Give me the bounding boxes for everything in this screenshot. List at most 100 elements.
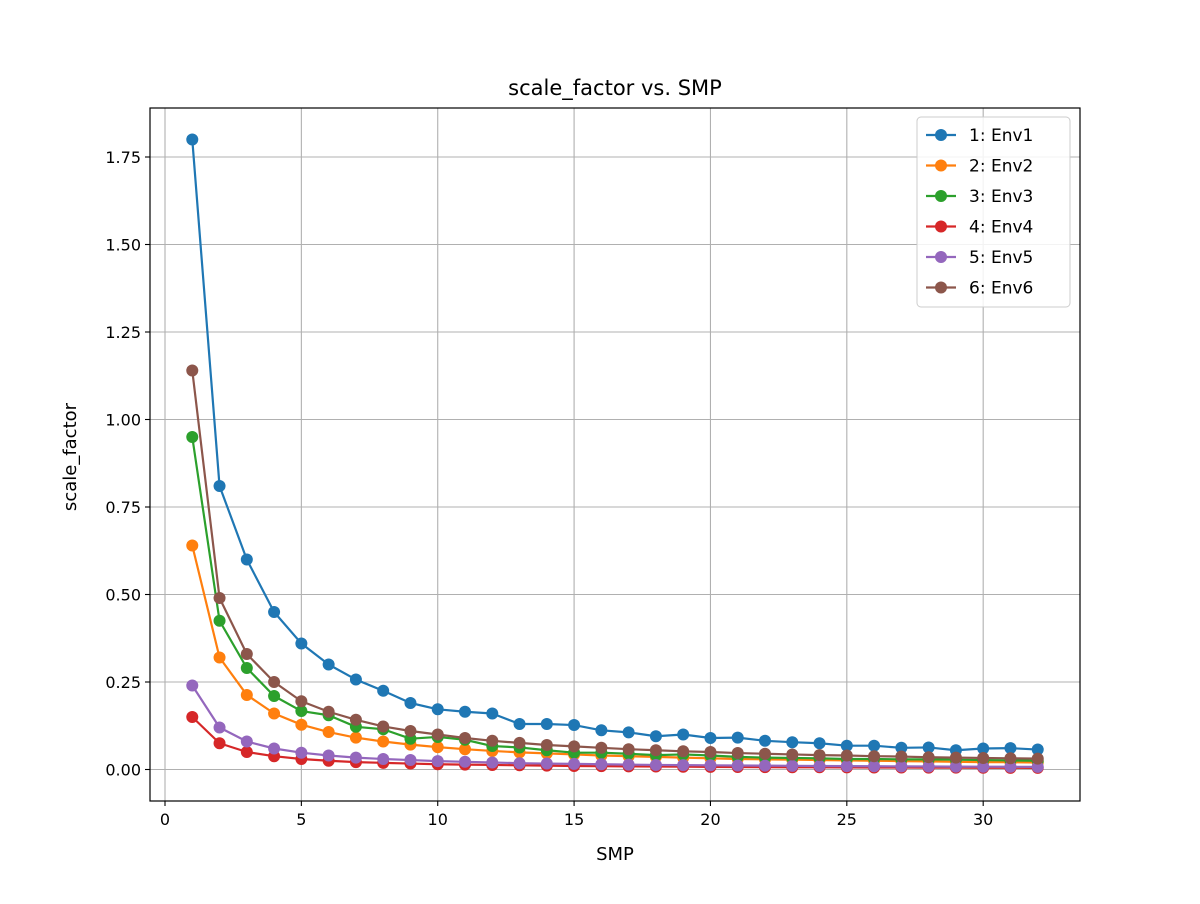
- data-point: [731, 731, 744, 744]
- data-point: [349, 751, 362, 764]
- data-point: [295, 746, 308, 759]
- legend-item: 2: Env2: [926, 157, 1033, 177]
- data-point: [622, 758, 635, 771]
- data-point: [431, 728, 444, 741]
- series-1: [186, 133, 1044, 757]
- x-tick-label: 10: [428, 810, 448, 829]
- data-point: [704, 732, 717, 744]
- y-axis-label: scale_factor: [60, 402, 81, 511]
- data-point: [268, 690, 281, 702]
- data-point: [240, 553, 253, 566]
- y-tick-label: 1.00: [105, 411, 141, 430]
- data-point: [349, 713, 362, 726]
- data-point: [431, 755, 444, 768]
- data-point: [295, 705, 308, 718]
- legend-label: 6: Env6: [969, 279, 1033, 299]
- data-point: [977, 760, 990, 773]
- data-point: [186, 133, 199, 146]
- data-point: [459, 705, 471, 718]
- data-point: [240, 688, 253, 701]
- data-point: [759, 759, 771, 772]
- data-point: [786, 736, 799, 749]
- data-point: [349, 673, 362, 686]
- legend: 1: Env1 2: Env2 3: Env3 4: Env4 5: Env5 6: En…: [916, 116, 1071, 308]
- data-point: [622, 743, 635, 756]
- data-point: [295, 695, 308, 708]
- series-6: [186, 364, 1044, 765]
- legend-item: 1: Env1: [926, 126, 1033, 146]
- data-point: [704, 759, 717, 772]
- data-point: [431, 741, 444, 754]
- y-tick-label: 1.75: [105, 148, 141, 167]
- data-point: [1031, 760, 1044, 773]
- chart-title: scale_factor vs. SMP: [508, 76, 722, 101]
- data-point: [895, 760, 908, 773]
- data-point: [213, 592, 226, 604]
- data-point: [895, 741, 908, 754]
- data-point: [240, 648, 253, 660]
- legend-marker: [935, 220, 947, 233]
- legend-label: 3: Env3: [969, 187, 1033, 207]
- data-point: [240, 735, 253, 748]
- data-point: [240, 662, 253, 674]
- data-point: [186, 431, 199, 443]
- data-point: [649, 744, 662, 757]
- data-point: [568, 757, 581, 770]
- data-point: [377, 735, 390, 748]
- legend-marker: [935, 159, 947, 172]
- data-point: [922, 741, 935, 754]
- data-point: [459, 732, 471, 744]
- data-point: [213, 737, 226, 750]
- data-point: [759, 747, 771, 760]
- data-point: [895, 750, 908, 763]
- data-point: [404, 725, 417, 737]
- data-point: [486, 756, 499, 769]
- data-point: [677, 745, 690, 758]
- data-point: [268, 707, 281, 720]
- data-point: [268, 676, 281, 688]
- x-tick-label: 5: [296, 810, 306, 829]
- data-point: [786, 759, 799, 772]
- legend-label: 2: Env2: [969, 157, 1033, 177]
- y-tick-label: 0.75: [105, 498, 141, 517]
- data-point: [213, 480, 226, 492]
- data-point: [322, 726, 335, 739]
- data-point: [213, 721, 226, 734]
- x-tick-label: 30: [973, 810, 993, 829]
- x-axis-label: SMP: [596, 844, 634, 865]
- data-point: [240, 746, 253, 758]
- data-point: [459, 743, 471, 756]
- legend-label: 4: Env4: [969, 218, 1033, 238]
- data-point: [459, 755, 471, 768]
- data-point: [704, 746, 717, 758]
- grid: [150, 108, 1080, 801]
- data-point: [377, 684, 390, 697]
- data-point: [322, 658, 335, 671]
- data-point: [868, 760, 881, 773]
- x-axis-ticks: 0 5 10 15 20 25 30: [160, 801, 993, 829]
- data-point: [268, 606, 281, 618]
- legend-label: 5: Env5: [969, 248, 1033, 268]
- data-point: [295, 718, 308, 731]
- data-point: [677, 728, 690, 741]
- data-point: [377, 753, 390, 765]
- data-point: [649, 730, 662, 743]
- x-tick-label: 15: [564, 810, 584, 829]
- legend-item: 3: Env3: [926, 187, 1033, 207]
- data-point: [213, 614, 226, 627]
- legend-item: 4: Env4: [926, 218, 1033, 238]
- data-point: [868, 750, 881, 763]
- data-point: [922, 760, 935, 773]
- data-point: [868, 739, 881, 752]
- data-point: [840, 760, 853, 773]
- data-point: [513, 757, 526, 770]
- data-point: [595, 724, 608, 737]
- legend-marker: [935, 190, 947, 202]
- data-point: [186, 364, 199, 377]
- series-5: [186, 679, 1044, 773]
- data-point: [1004, 752, 1017, 765]
- data-point: [813, 749, 826, 762]
- legend-marker: [935, 251, 947, 263]
